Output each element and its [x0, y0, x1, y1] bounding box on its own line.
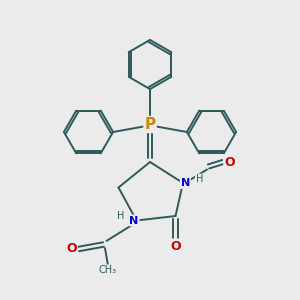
Text: N: N — [130, 215, 139, 226]
Text: H: H — [196, 174, 203, 184]
Text: N: N — [181, 178, 190, 188]
Text: P: P — [144, 117, 156, 132]
Text: O: O — [66, 242, 77, 256]
Text: O: O — [170, 239, 181, 253]
Text: CH₃: CH₃ — [99, 265, 117, 275]
Text: H: H — [117, 211, 124, 221]
Text: O: O — [224, 155, 235, 169]
